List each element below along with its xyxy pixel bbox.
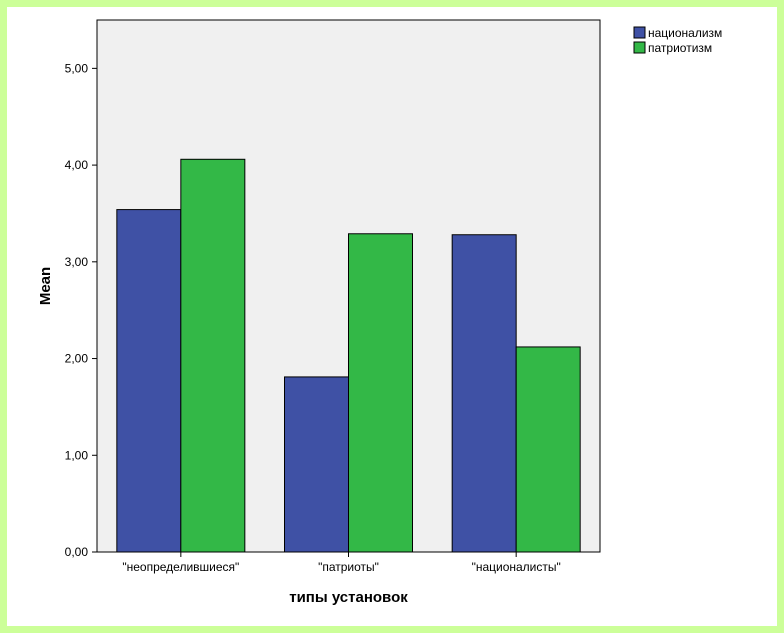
bar-patriotism bbox=[348, 233, 413, 553]
bar-patriotism bbox=[515, 346, 581, 553]
y-tick-label: 4,00 bbox=[65, 158, 89, 172]
y-tick-label: 3,00 bbox=[65, 255, 89, 269]
legend-swatch bbox=[633, 26, 646, 39]
y-tick-label: 0,00 bbox=[65, 545, 89, 559]
bar-nationalism bbox=[284, 376, 349, 553]
y-tick-label: 5,00 bbox=[65, 61, 89, 75]
bar-nationalism bbox=[451, 234, 517, 553]
x-axis-title: типы установок bbox=[289, 589, 408, 606]
y-tick-label: 1,00 bbox=[65, 448, 89, 462]
legend-swatch bbox=[633, 41, 646, 54]
y-axis-title: Mean bbox=[37, 267, 54, 305]
bar-nationalism bbox=[116, 209, 182, 553]
legend-label: патриотизм bbox=[648, 41, 712, 55]
legend-label: национализм bbox=[648, 26, 722, 40]
x-tick-label: "патриоты" bbox=[318, 560, 379, 574]
x-tick-label: "неопределившиеся" bbox=[122, 560, 239, 574]
x-tick-label: "националисты" bbox=[472, 560, 561, 574]
bar-patriotism bbox=[180, 158, 246, 553]
y-tick-label: 2,00 bbox=[65, 352, 89, 366]
